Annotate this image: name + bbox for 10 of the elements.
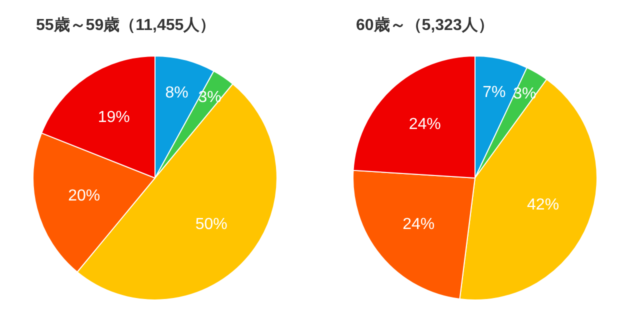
- data-label: 42%: [527, 196, 560, 214]
- data-label: 20%: [68, 188, 100, 205]
- chart-title: 55歳～59歳（11,455人）: [36, 16, 216, 34]
- data-label: 8%: [165, 84, 188, 102]
- data-label: 7%: [482, 84, 506, 101]
- data-label: 24%: [402, 216, 435, 234]
- data-label: 50%: [195, 216, 228, 234]
- data-label: 24%: [408, 116, 441, 134]
- data-label: 19%: [98, 108, 130, 126]
- chart-title: 60歳～（5,323人）: [356, 16, 494, 34]
